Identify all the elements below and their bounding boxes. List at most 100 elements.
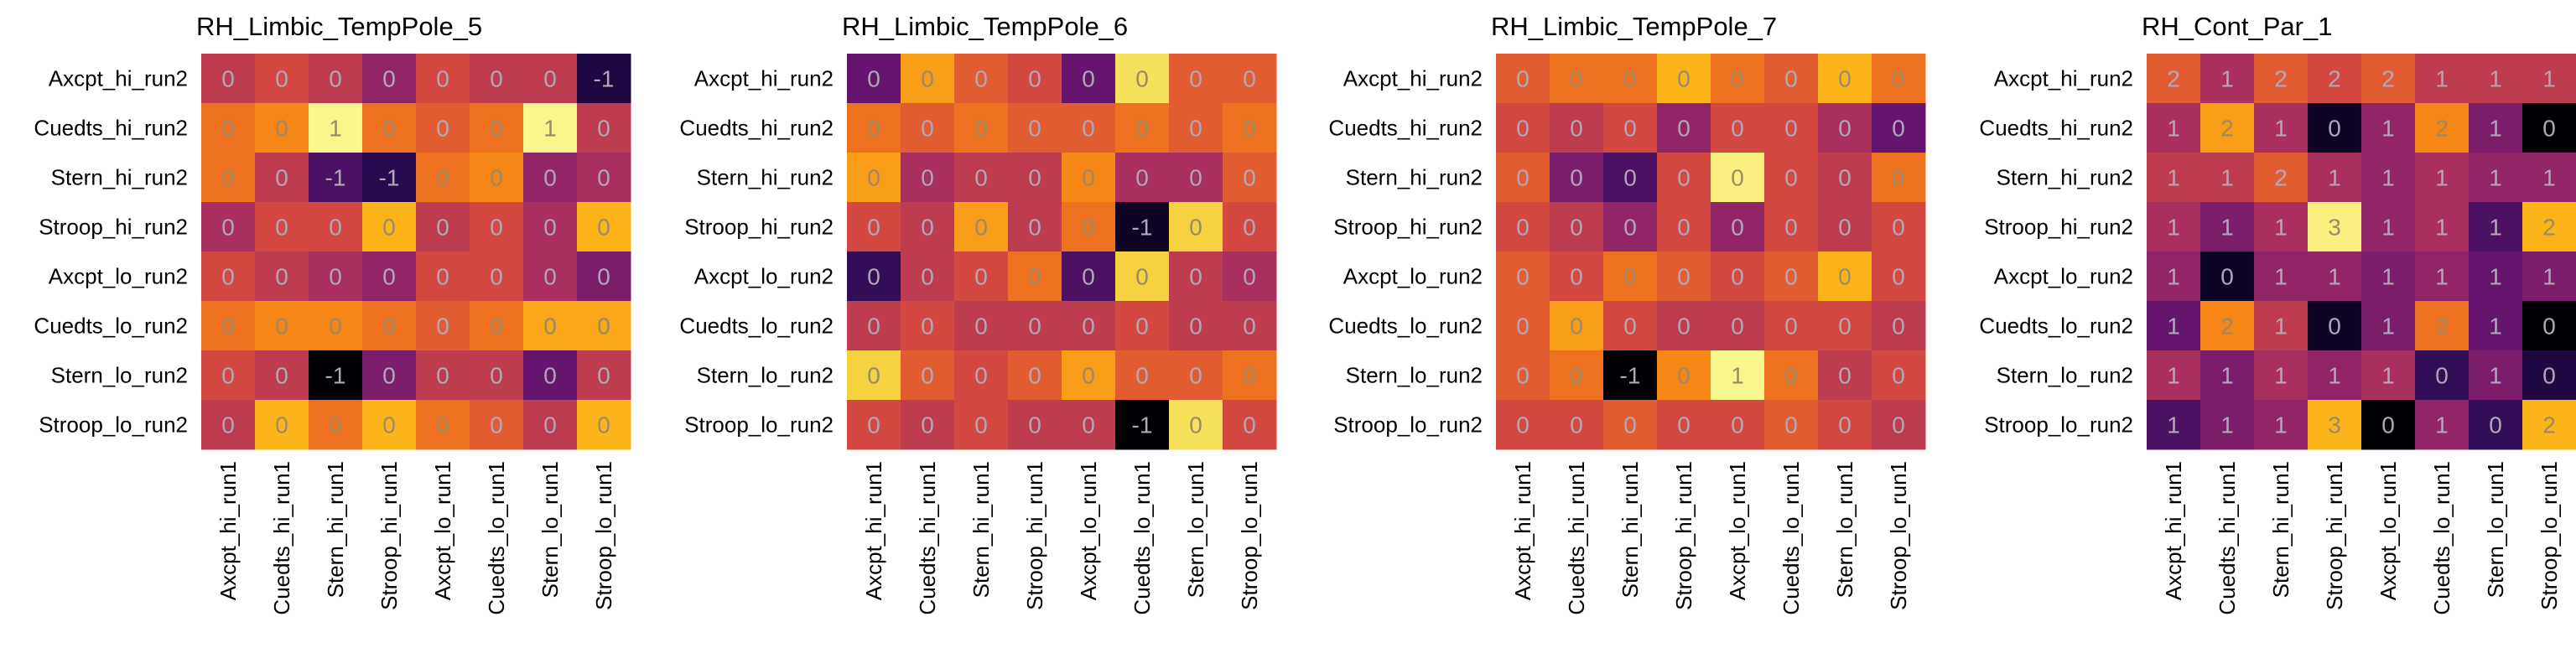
- row-label: Cuedts_hi_run2: [1979, 116, 2133, 141]
- column-label: Cuedts_hi_run1: [915, 461, 940, 615]
- heatmap-cell: [2522, 202, 2576, 252]
- heatmap-cell: [2308, 350, 2362, 401]
- cell-label: 0: [921, 314, 934, 340]
- row-label: Stroop_lo_run2: [1333, 412, 1483, 438]
- heatmap-cell: [1169, 103, 1223, 153]
- cell-label: 0: [1570, 165, 1583, 191]
- heatmap-cell: [1657, 301, 1711, 351]
- cell-label: 0: [436, 165, 449, 191]
- row-label: Stern_hi_run2: [51, 165, 188, 190]
- heatmap-cell: [2254, 301, 2309, 351]
- cell-label: 2: [2220, 116, 2234, 142]
- cell-label: 0: [1243, 314, 1256, 340]
- cell-label: 0: [1082, 363, 1095, 389]
- cell-label: 0: [221, 116, 235, 142]
- cell-label: 1: [2381, 165, 2395, 191]
- column-label: Stroop_hi_run1: [1671, 461, 1696, 610]
- cell-label: 0: [1516, 165, 1530, 191]
- heatmap-cell: [1711, 54, 1765, 104]
- cell-label: 1: [2328, 264, 2341, 290]
- heatmap-cell: [2254, 400, 2309, 450]
- heatmap-cell: [523, 400, 578, 450]
- cell-label: 0: [1623, 412, 1637, 438]
- cell-label: 0: [597, 314, 610, 340]
- cell-label: 0: [221, 363, 235, 389]
- heatmap-cell: [1872, 350, 1926, 401]
- heatmap-cell: [1711, 400, 1765, 450]
- cell-label: 1: [2542, 165, 2556, 191]
- heatmap-cell: [1764, 54, 1819, 104]
- row-label: Stern_lo_run2: [51, 363, 188, 388]
- heatmap-cell: [954, 350, 1009, 401]
- cell-label: 2: [2435, 314, 2449, 340]
- heatmap-cell: [954, 251, 1009, 302]
- heatmap-cell: [1603, 301, 1658, 351]
- cell-label: 0: [1838, 116, 1852, 142]
- cell-label: 0: [382, 314, 396, 340]
- row-label: Cuedts_hi_run2: [679, 116, 834, 141]
- cell-label: 0: [436, 314, 449, 340]
- cell-label: 0: [1135, 116, 1149, 142]
- heatmap-cell: [416, 54, 470, 104]
- cell-label: 0: [1570, 116, 1583, 142]
- column-label: Stern_hi_run1: [323, 461, 348, 598]
- heatmap-cell: [523, 350, 578, 401]
- column-label: Axcpt_lo_run1: [2376, 461, 2401, 600]
- heatmap-cell: [1008, 103, 1062, 153]
- heatmap-cell: [2469, 153, 2523, 203]
- heatmap-cell: [362, 202, 417, 252]
- cell-label: 2: [2220, 314, 2234, 340]
- heatmap-cell: [1223, 251, 1277, 302]
- heatmap-cell: [1115, 202, 1170, 252]
- column-label: Cuedts_lo_run1: [1779, 461, 1804, 615]
- heatmap-cell: [847, 153, 901, 203]
- heatmap-cell: [470, 202, 524, 252]
- cell-label: 0: [974, 215, 988, 241]
- cell-label: 0: [1516, 215, 1530, 241]
- heatmap-cell: [1223, 54, 1277, 104]
- heatmap-cell: [416, 103, 470, 153]
- heatmap-cell: [1223, 103, 1277, 153]
- heatmap-cell: [1223, 400, 1277, 450]
- cell-label: 0: [1189, 314, 1202, 340]
- heatmap-cell: [1603, 153, 1658, 203]
- cell-label: 0: [1135, 66, 1149, 92]
- heatmap-cell: [2147, 251, 2201, 302]
- heatmap-cell: [2469, 54, 2523, 104]
- heatmap-cell: [1872, 153, 1926, 203]
- cell-label: 0: [1838, 363, 1852, 389]
- cell-label: 0: [1243, 412, 1256, 438]
- cell-label: 0: [1731, 314, 1744, 340]
- heatmap-cell: [1657, 350, 1711, 401]
- cell-label: 0: [1623, 215, 1637, 241]
- cell-label: -1: [1132, 215, 1153, 241]
- heatmap-cell: [1818, 202, 1872, 252]
- heatmap-cell: [255, 54, 309, 104]
- cell-label: 0: [2542, 116, 2556, 142]
- cell-label: 0: [1623, 116, 1637, 142]
- heatmap-cell: [201, 202, 256, 252]
- cell-label: 0: [1892, 215, 1905, 241]
- chart-title: RH_Limbic_TempPole_7: [1491, 12, 1777, 41]
- column-label: Cuedts_lo_run1: [2429, 461, 2454, 615]
- row-label: Axcpt_hi_run2: [1343, 66, 1483, 91]
- heatmap-cell: [255, 400, 309, 450]
- cell-label: 0: [1838, 314, 1852, 340]
- column-label: Cuedts_hi_run1: [1564, 461, 1589, 615]
- heatmap-cell: [2200, 202, 2255, 252]
- heatmap-cell: [1115, 350, 1170, 401]
- cell-label: 0: [329, 314, 342, 340]
- heatmap-cell: [847, 251, 901, 302]
- heatmap-cell: [255, 251, 309, 302]
- column-label: Cuedts_hi_run1: [2215, 461, 2240, 615]
- cell-label: 1: [2167, 314, 2180, 340]
- cell-label: 0: [974, 264, 988, 290]
- cell-label: 0: [974, 363, 988, 389]
- heatmap-cell: [577, 301, 631, 351]
- cell-label: 3: [2328, 215, 2341, 241]
- heatmap-cell: [2522, 350, 2576, 401]
- heatmap-cell: [954, 54, 1009, 104]
- heatmap-cell: [1223, 301, 1277, 351]
- cell-label: 0: [382, 116, 396, 142]
- heatmap-cell: [2415, 202, 2470, 252]
